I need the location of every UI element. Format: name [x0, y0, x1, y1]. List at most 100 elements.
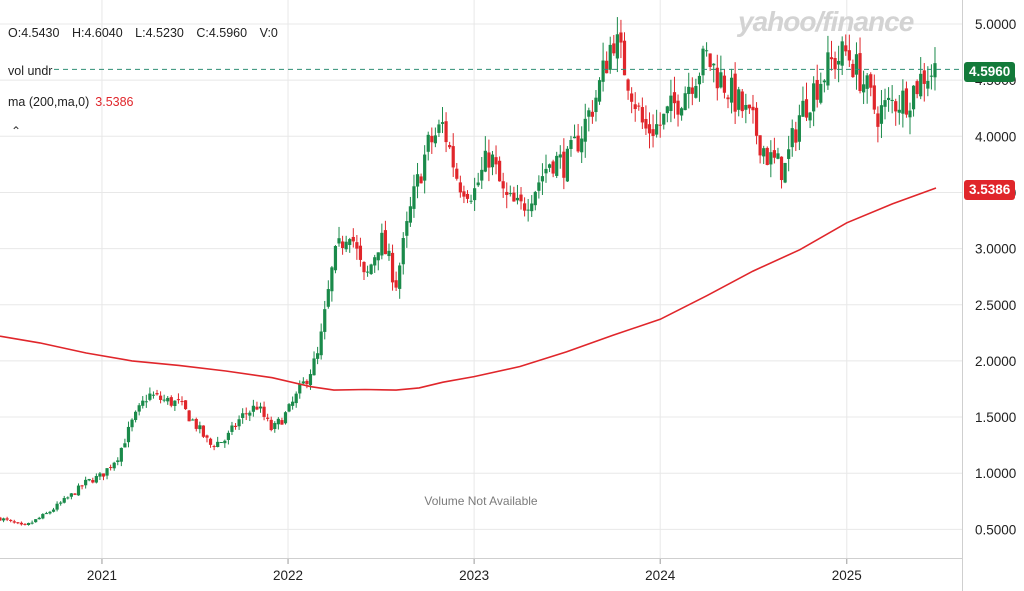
- candle-body: [655, 124, 659, 135]
- y-tick-label: 4.0000: [975, 129, 1016, 144]
- candle-body: [726, 97, 730, 100]
- candle-body: [176, 399, 181, 401]
- candle-body: [551, 161, 555, 174]
- chevron-up-icon[interactable]: ⌃: [10, 124, 22, 138]
- candle-body: [194, 418, 198, 429]
- candle-body: [298, 384, 302, 394]
- candle-body: [308, 374, 313, 386]
- x-tick-label: 2022: [273, 568, 303, 583]
- candle-body: [469, 200, 473, 202]
- candle-body: [669, 95, 673, 112]
- ma-indicator-label: ma (200,ma,0): [8, 95, 90, 109]
- candle-body: [23, 523, 27, 525]
- candle-body: [672, 92, 677, 104]
- candle-body: [355, 242, 359, 249]
- candle-body: [326, 289, 330, 307]
- candle-body: [62, 498, 66, 503]
- candle-body: [258, 406, 263, 409]
- candle-body: [119, 447, 123, 462]
- candle-body: [480, 169, 484, 181]
- candle-body: [273, 423, 277, 430]
- candle-body: [854, 54, 859, 75]
- candle-body: [212, 446, 216, 448]
- candle-body: [116, 460, 120, 463]
- candle-body: [826, 52, 830, 86]
- candle-body: [465, 193, 470, 199]
- candle-body: [597, 80, 602, 102]
- candle-body: [904, 88, 909, 115]
- candle-body: [737, 89, 741, 110]
- candle-body: [922, 70, 926, 84]
- ohlc-low: L:4.5230: [135, 26, 184, 40]
- candle-body: [744, 104, 748, 110]
- candle-body: [890, 99, 894, 102]
- candle-body: [647, 124, 652, 134]
- candle-body: [722, 75, 727, 93]
- candle-body: [519, 194, 523, 202]
- candle-body: [829, 57, 834, 60]
- candle-body: [512, 192, 516, 202]
- candle-body: [365, 271, 370, 273]
- candle-body: [630, 93, 634, 102]
- candle-body: [59, 502, 63, 504]
- candle-body: [508, 193, 512, 195]
- candle-body: [526, 209, 530, 211]
- candle-body: [815, 79, 819, 100]
- candle-body: [44, 513, 48, 515]
- candle-body: [776, 153, 780, 159]
- candle-body: [380, 232, 384, 256]
- candle-body: [658, 124, 662, 126]
- candle-body: [419, 176, 423, 184]
- candle-body: [754, 107, 759, 136]
- ma-indicator-legend[interactable]: ma (200,ma,0) 3.5386: [8, 95, 134, 109]
- candle-body: [619, 32, 623, 43]
- candle-body: [876, 113, 880, 127]
- candle-body: [651, 129, 655, 136]
- candle-body: [287, 404, 291, 412]
- candle-body: [701, 48, 705, 76]
- candle-body: [847, 50, 851, 61]
- ma-price-tag: 3.5386: [964, 180, 1016, 200]
- candle-body: [76, 485, 81, 496]
- candle-body: [822, 80, 826, 83]
- candle-body: [797, 115, 801, 142]
- candle-body: [73, 493, 77, 495]
- x-tick-label: 2025: [832, 568, 862, 583]
- candle-body: [687, 86, 691, 95]
- candle-body: [305, 380, 309, 384]
- candle-body: [362, 261, 366, 273]
- candle-body: [398, 265, 402, 289]
- candle-body: [794, 129, 798, 143]
- candle-body: [376, 252, 380, 261]
- candle-body: [230, 425, 234, 432]
- candle-body: [198, 425, 202, 430]
- candle-body: [455, 168, 459, 179]
- candle-body: [851, 63, 855, 78]
- candle-body: [269, 419, 273, 431]
- candle-body: [644, 118, 648, 129]
- candle-body: [448, 145, 452, 148]
- candle-body: [862, 84, 866, 93]
- volume-not-available-notice: Volume Not Available: [424, 494, 538, 508]
- y-tick-label: 1.0000: [975, 466, 1016, 481]
- candle-body: [383, 230, 388, 255]
- candle-body: [515, 197, 520, 201]
- candle-body: [412, 186, 416, 209]
- candle-body: [690, 87, 694, 94]
- candle-body: [458, 182, 462, 193]
- candle-body: [694, 85, 698, 98]
- candle-body: [462, 191, 466, 197]
- candle-body: [1, 518, 6, 521]
- candle-body: [415, 174, 420, 187]
- candle-body: [166, 397, 170, 402]
- candle-body: [294, 393, 298, 404]
- candle-body: [498, 160, 502, 182]
- volume-indicator-label[interactable]: vol undr: [8, 64, 53, 78]
- candle-body: [911, 85, 916, 110]
- candle-body: [787, 149, 791, 159]
- ma-200-line: [0, 187, 937, 391]
- candle-body: [505, 191, 509, 195]
- y-tick-label: 0.5000: [975, 522, 1016, 537]
- candle-body: [533, 191, 537, 206]
